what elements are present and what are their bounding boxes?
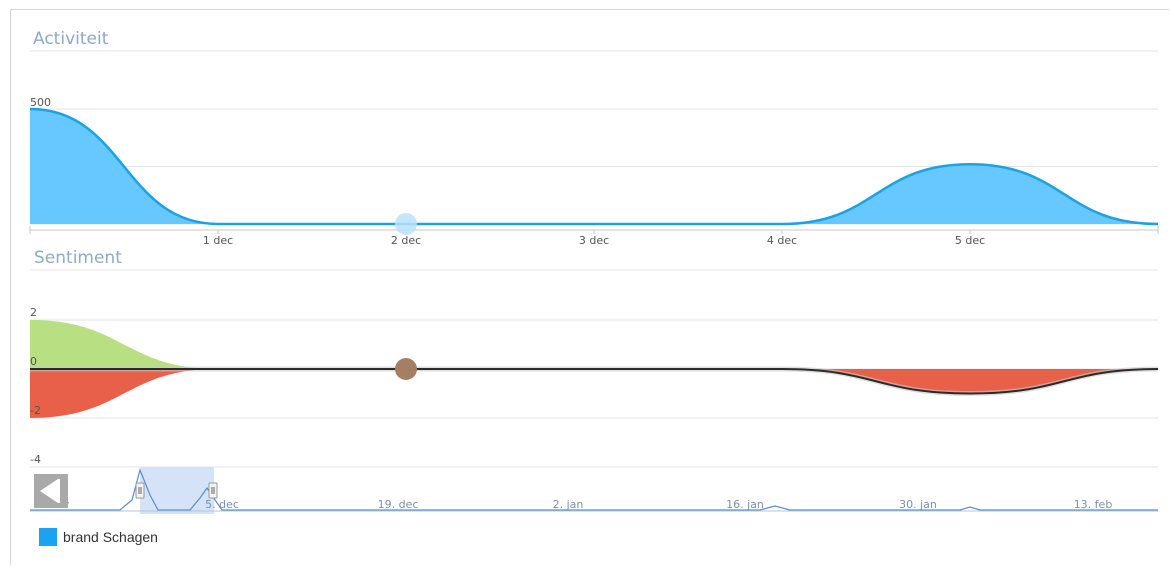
sentiment-highlight-marker: [395, 358, 417, 380]
activity-x-tick-label: 1 dec: [203, 234, 233, 247]
sentiment-y-tick-label: 0: [30, 355, 37, 368]
activity-highlight-marker: [395, 213, 417, 235]
legend-swatch: [39, 528, 57, 546]
legend-item[interactable]: brand Schagen: [39, 528, 158, 546]
activity-series-line: [29, 107, 1159, 226]
activity-x-tick-label: 2 dec: [391, 234, 421, 247]
sentiment-net-line: [30, 367, 1159, 395]
navigator-right-handle[interactable]: [208, 482, 218, 499]
sentiment-title: Sentiment: [34, 248, 122, 268]
navigator-tick-label: 30. jan: [899, 498, 937, 511]
navigator-tick-label: 13. feb: [1074, 498, 1113, 511]
sentiment-y-tick-label: 2: [30, 306, 37, 319]
navigator-selection-window: [140, 467, 214, 514]
activity-title: Activiteit: [33, 29, 109, 49]
sentiment-y-tick-label: -2: [30, 404, 41, 417]
scroll-left-arrow-icon: [40, 479, 60, 503]
navigator-left-handle[interactable]: [135, 482, 145, 499]
activity-x-tick-label: 3 dec: [579, 234, 609, 247]
navigator-tick-label: 5. dec: [205, 498, 239, 511]
chart-frame: [10, 9, 1169, 565]
activity-y-tick-label: 500: [30, 96, 51, 109]
legend-label: brand Schagen: [63, 529, 158, 545]
navigator-tick-label: 16. jan: [726, 498, 764, 511]
activity-x-tick-label: 5 dec: [955, 234, 985, 247]
activity-x-tick-label: 4 dec: [767, 234, 797, 247]
navigator-tick-label: 2. jan: [553, 498, 584, 511]
sentiment-positive-area: [30, 320, 1158, 369]
navigator-tick-label: 19. dec: [378, 498, 419, 511]
sentiment-y-tick-label: -4: [30, 453, 41, 466]
